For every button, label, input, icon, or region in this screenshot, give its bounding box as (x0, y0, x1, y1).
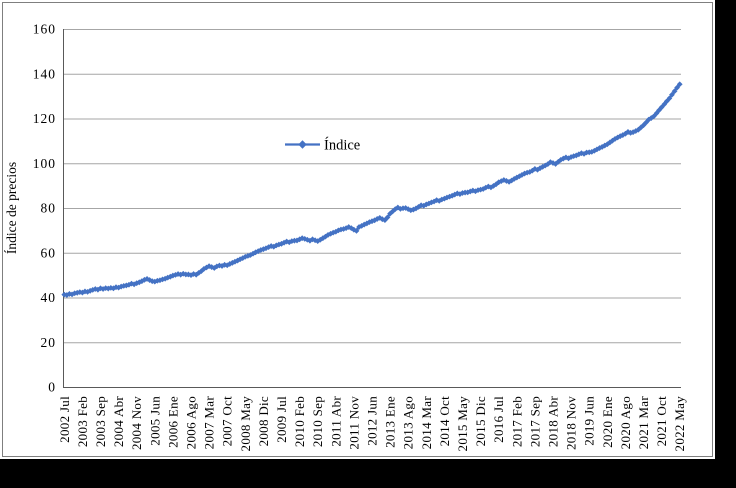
x-tick-label: 2020 Ene (600, 396, 615, 448)
x-tick-label: 2003 Feb (75, 396, 90, 447)
y-tick-label: 80 (41, 201, 57, 216)
x-tick-label: 2007 Mar (202, 396, 217, 450)
x-tick-label: 2005 Jun (147, 396, 162, 446)
x-tick-label: 2018 Abr (546, 396, 561, 448)
x-axis-tick-labels: 2002 Jul 2003 Feb 2003 Sep 2004 Abr 2004 Nov… (57, 396, 687, 452)
x-tick-label: 2017 Feb (509, 396, 524, 447)
x-tick-label: 2017 Sep (527, 396, 542, 447)
legend: Índice (285, 137, 360, 154)
x-tick-label: 2011 Abr (328, 396, 343, 447)
y-tick-label: 100 (33, 156, 56, 171)
legend-diamond-marker-icon (298, 140, 307, 149)
x-tick-label: 2008 May (238, 396, 253, 452)
x-tick-label: 2002 Jul (57, 396, 72, 443)
x-tick-label: 2020 Ago (618, 396, 633, 449)
x-tick-label: 2010 Feb (292, 396, 307, 447)
y-tick-label: 0 (48, 380, 56, 395)
x-tick-label: 2010 Sep (310, 396, 325, 447)
x-tick-label: 2013 Ago (401, 396, 416, 449)
x-tick-label: 2016 Jul (491, 396, 506, 443)
y-axis-tick-labels: 0 20 40 60 80 100 120 140 160 (33, 22, 57, 395)
x-tick-label: 2021 Mar (636, 396, 651, 450)
x-tick-label: 2011 Nov (346, 396, 361, 450)
gridlines (63, 29, 681, 344)
x-tick-label: 2007 Oct (220, 396, 235, 447)
chart-panel-border (2, 2, 713, 457)
y-tick-label: 160 (33, 22, 56, 37)
x-tick-label: 2022 May (672, 396, 687, 452)
x-tick-label: 2009 Jul (274, 396, 289, 443)
y-tick-label: 60 (41, 245, 57, 260)
x-tick-label: 2006 Ene (165, 396, 180, 448)
x-tick-label: 2015 Dic (473, 396, 488, 446)
y-tick-label: 120 (33, 111, 56, 126)
axes (63, 29, 681, 388)
x-tick-label: 2003 Sep (93, 396, 108, 447)
y-tick-label: 40 (41, 290, 57, 305)
legend-label: Índice (324, 137, 360, 154)
x-tick-label: 2018 Nov (564, 396, 579, 450)
x-tick-label: 2015 May (455, 396, 470, 452)
y-axis-title: Índice de precios (4, 162, 19, 254)
x-tick-label: 2013 Ene (383, 396, 398, 448)
x-tick-label: 2021 Oct (654, 396, 669, 447)
x-tick-label: 2014 Mar (419, 396, 434, 450)
x-tick-label: 2019 Jun (582, 396, 597, 446)
data-series (61, 81, 683, 298)
x-tick-label: 2004 Abr (111, 396, 126, 448)
x-tick-label: 2012 Jun (365, 396, 380, 446)
y-tick-label: 20 (41, 335, 57, 350)
x-tick-label: 2014 Oct (437, 396, 452, 447)
x-tick-label: 2008 Dic (256, 396, 271, 446)
y-tick-label: 140 (33, 66, 56, 81)
x-tick-label: 2006 Ago (183, 396, 198, 449)
x-tick-label: 2004 Nov (129, 396, 144, 450)
